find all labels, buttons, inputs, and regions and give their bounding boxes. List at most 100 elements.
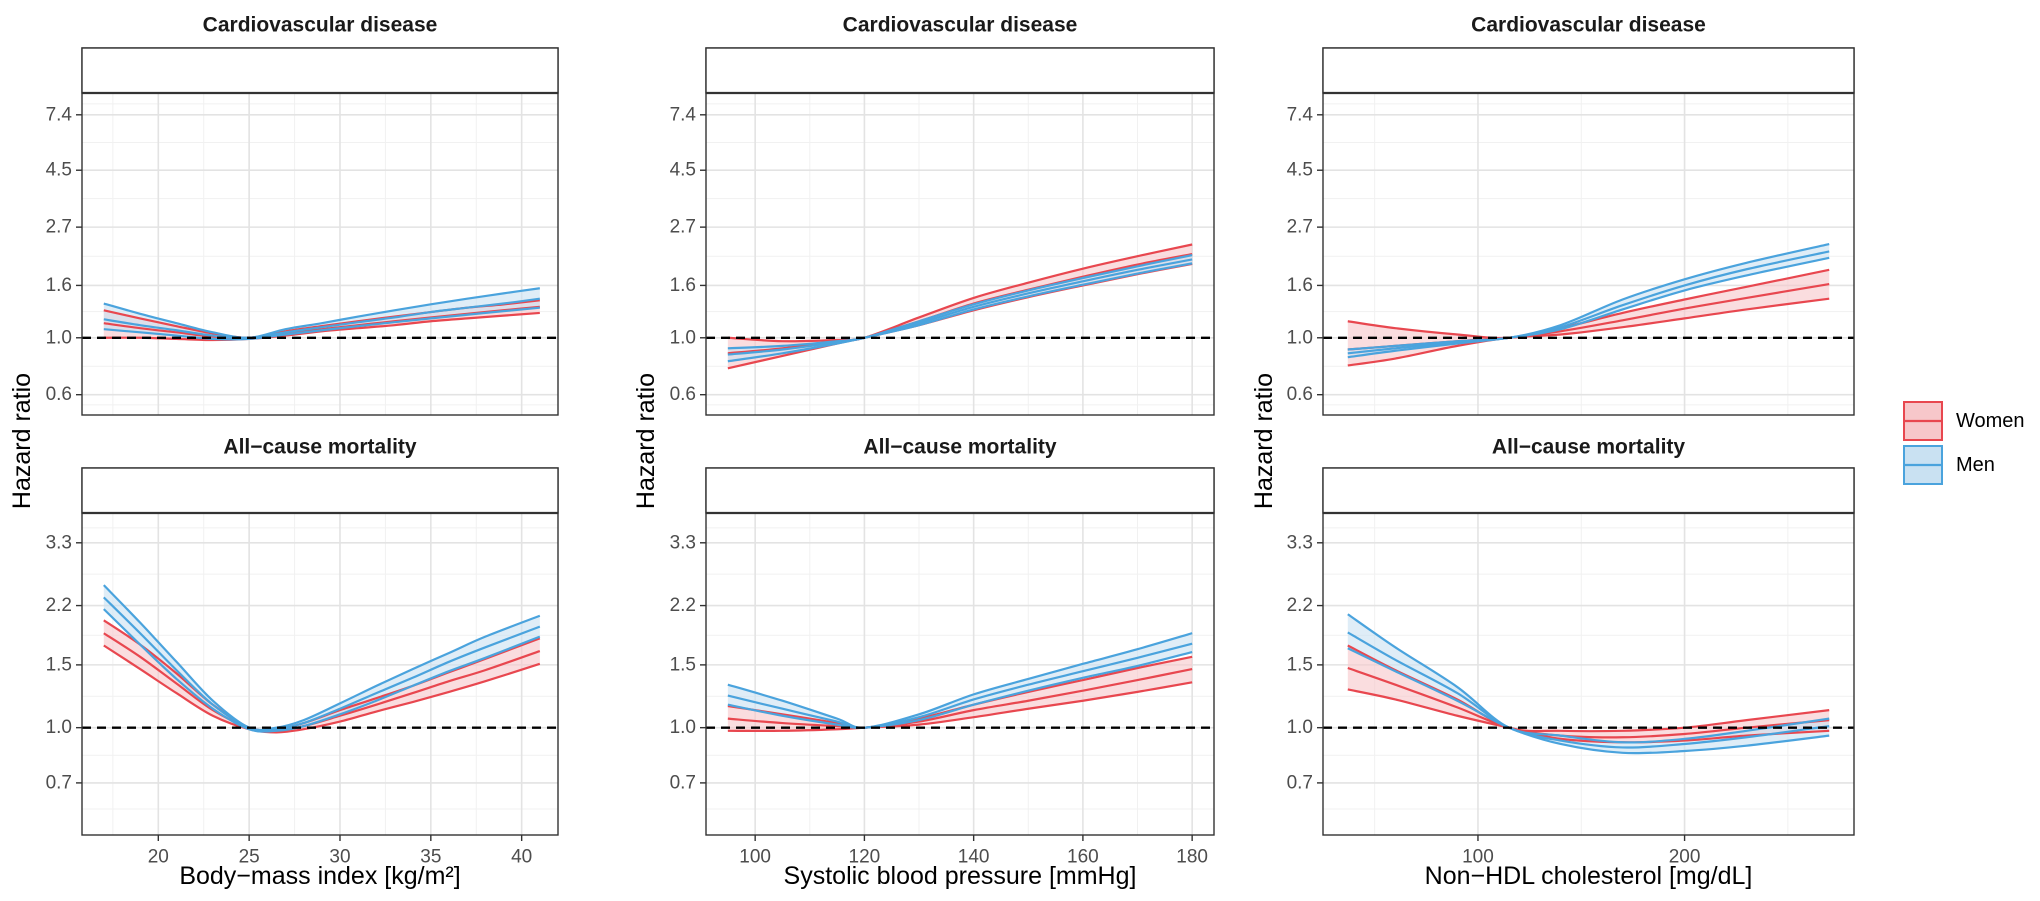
- y-tick-label: 0.7: [1287, 772, 1313, 793]
- data-layer: [727, 243, 1193, 370]
- ci-lower-line-women: [727, 681, 1193, 733]
- ci-band-women: [727, 244, 1193, 369]
- facet-strip: [705, 467, 1215, 514]
- panel-background: [706, 93, 1214, 415]
- panel-cvd-1: Cardiovascular disease 0.6 1.0 1.6 2.7 4.5 7.4: [46, 14, 559, 416]
- x-tick-label: 40: [511, 847, 532, 868]
- x-tick-label: 100: [739, 847, 771, 868]
- y-tick-label: 1.5: [670, 654, 696, 675]
- ci-lower-line-men: [103, 608, 541, 733]
- y-tick-label: 4.5: [1287, 160, 1313, 181]
- estimate-line-men: [1347, 631, 1830, 749]
- estimate-line-men: [103, 596, 541, 732]
- ci-band-women: [103, 300, 540, 341]
- x-tick-label: 160: [1067, 847, 1099, 868]
- y-tick-label: 1.5: [46, 654, 72, 675]
- y-tick-label: 7.4: [1287, 104, 1314, 125]
- facet-strip: [81, 47, 559, 94]
- panel-background: [82, 93, 558, 415]
- y-tick-label: 0.7: [670, 772, 696, 793]
- y-tick-label: 2.7: [670, 217, 696, 238]
- y-tick-label: 2.2: [1287, 595, 1313, 616]
- y-tick-label: 7.4: [670, 104, 697, 125]
- data-layer: [103, 287, 540, 342]
- y-tick-label: 1.0: [46, 327, 72, 348]
- y-tick-label: 1.6: [46, 275, 72, 296]
- x-tick-label: 20: [148, 847, 169, 868]
- x-tick-label: 120: [849, 847, 881, 868]
- y-tick-label: 4.5: [670, 160, 696, 181]
- y-tick-label: 2.7: [1287, 217, 1313, 238]
- y-tick-label: 0.6: [46, 384, 72, 405]
- panel-cvd-3: Cardiovascular disease 0.6 1.0 1.6 2.7 4.5 7.4: [1287, 14, 1855, 416]
- y-tick-label: 1.6: [1287, 275, 1313, 296]
- y-tick-label: 0.6: [1287, 384, 1313, 405]
- estimate-line-men: [103, 297, 540, 339]
- x-axis-title: Body−mass index [kg/m²]: [179, 862, 460, 890]
- data-layer: [727, 632, 1193, 733]
- ci-upper-line-men: [103, 584, 541, 732]
- y-tick-label: 1.0: [670, 717, 696, 738]
- x-tick-label: 35: [420, 847, 441, 868]
- y-tick-label: 1.0: [670, 327, 696, 348]
- y-tick-label: 1.0: [1287, 717, 1313, 738]
- y-tick-label: 0.6: [670, 384, 696, 405]
- ci-upper-line-men: [103, 287, 540, 339]
- facet-title: All−cause mortality: [863, 436, 1056, 459]
- ci-band-men: [103, 585, 540, 732]
- ci-upper-line-men: [1347, 613, 1830, 744]
- ci-band-men: [727, 255, 1193, 362]
- estimate-line-women: [727, 667, 1193, 729]
- facet-title: All−cause mortality: [1492, 436, 1685, 459]
- data-layer: [1347, 242, 1830, 367]
- facet-title: All−cause mortality: [223, 436, 416, 459]
- facet-strip: [81, 467, 559, 514]
- panel-cvd-2: Cardiovascular disease 0.6 1.0 1.6 2.7 4.5 7.4: [670, 14, 1215, 416]
- y-tick-label: 4.5: [46, 160, 72, 181]
- y-axis-title-col-2: Hazard ratio: [632, 373, 660, 509]
- facet-strip: [1322, 467, 1855, 514]
- legend: Women Men: [1903, 401, 2025, 485]
- ci-band-women: [103, 620, 540, 733]
- y-tick-label: 0.7: [46, 772, 72, 793]
- y-tick-label: 1.5: [1287, 654, 1313, 675]
- data-layer: [103, 584, 541, 734]
- ci-lower-line-women: [1347, 297, 1830, 367]
- facet-title: Cardiovascular disease: [203, 14, 438, 37]
- estimate-line-men: [727, 642, 1193, 729]
- x-tick-label: 100: [1462, 847, 1494, 868]
- estimate-line-men: [1347, 250, 1830, 355]
- ci-upper-line-men: [1347, 242, 1830, 351]
- ci-upper-line-men: [727, 254, 1193, 350]
- ci-lower-line-women: [103, 644, 541, 734]
- facet-title: Cardiovascular disease: [1471, 14, 1706, 37]
- ci-lower-line-women: [1347, 688, 1830, 744]
- x-tick-label: 30: [329, 847, 350, 868]
- ci-lower-line-men: [1347, 647, 1830, 755]
- y-tick-label: 1.6: [670, 275, 696, 296]
- x-tick-label: 200: [1669, 847, 1701, 868]
- panel-mortality-2: All−cause mortality 0.7 1.0 1.5 2.2 3.3 100 120…: [670, 436, 1215, 890]
- facet-title: Cardiovascular disease: [843, 14, 1078, 37]
- ci-upper-line-women: [727, 243, 1193, 343]
- x-tick-label: 140: [958, 847, 990, 868]
- panel-mortality-1: All−cause mortality 0.7 1.0 1.5 2.2 3.3 20 25 30…: [46, 436, 559, 890]
- x-tick-label: 25: [239, 847, 260, 868]
- ci-lower-line-men: [1347, 256, 1830, 359]
- ci-lower-line-men: [103, 306, 540, 341]
- ci-lower-line-men: [727, 650, 1193, 729]
- y-tick-label: 3.3: [46, 532, 72, 553]
- estimate-line-men: [727, 258, 1193, 356]
- panel-mortality-3: All−cause mortality 0.7 1.0 1.5 2.2 3.3 100 200…: [1287, 436, 1855, 890]
- y-tick-label: 3.3: [670, 532, 696, 553]
- y-tick-label: 1.0: [1287, 327, 1313, 348]
- y-tick-label: 7.4: [46, 104, 73, 125]
- ci-band-men: [1347, 614, 1830, 754]
- x-axis-title: Systolic blood pressure [mmHg]: [784, 862, 1137, 890]
- y-tick-label: 2.2: [670, 595, 696, 616]
- y-axis-title-col-3: Hazard ratio: [1250, 373, 1278, 509]
- y-tick-label: 2.2: [46, 595, 72, 616]
- x-axis-title: Non−HDL cholesterol [mg/dL]: [1425, 862, 1753, 890]
- ci-upper-line-men: [727, 632, 1193, 729]
